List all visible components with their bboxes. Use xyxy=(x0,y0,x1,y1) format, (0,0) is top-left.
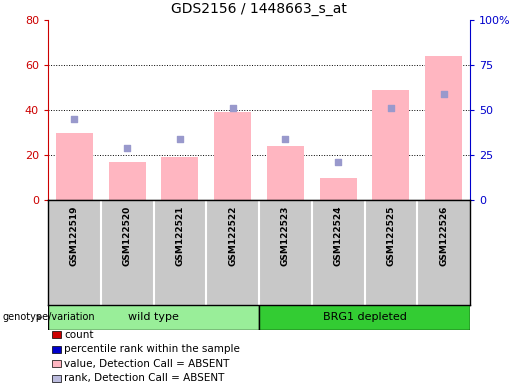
Bar xyxy=(259,305,470,330)
Bar xyxy=(48,305,259,330)
Text: GSM122520: GSM122520 xyxy=(123,205,132,265)
Point xyxy=(439,91,448,97)
Text: GSM122522: GSM122522 xyxy=(228,205,237,266)
Text: wild type: wild type xyxy=(128,313,179,323)
Bar xyxy=(109,162,146,200)
Point xyxy=(70,116,78,122)
Bar xyxy=(425,56,462,200)
Text: GSM122526: GSM122526 xyxy=(439,205,448,266)
Text: GSM122521: GSM122521 xyxy=(176,205,184,266)
Text: GSM122519: GSM122519 xyxy=(70,205,79,266)
Text: rank, Detection Call = ABSENT: rank, Detection Call = ABSENT xyxy=(64,373,225,383)
Text: count: count xyxy=(64,329,94,339)
Bar xyxy=(320,177,356,200)
Point xyxy=(176,136,184,142)
Point xyxy=(334,159,342,165)
Bar xyxy=(56,132,93,200)
Bar xyxy=(372,90,409,200)
Bar xyxy=(267,146,304,200)
Title: GDS2156 / 1448663_s_at: GDS2156 / 1448663_s_at xyxy=(171,2,347,16)
Bar xyxy=(214,112,251,200)
Text: percentile rank within the sample: percentile rank within the sample xyxy=(64,344,241,354)
Text: value, Detection Call = ABSENT: value, Detection Call = ABSENT xyxy=(64,359,230,369)
Bar xyxy=(161,157,198,200)
Point xyxy=(123,145,131,151)
Text: genotype/variation: genotype/variation xyxy=(3,313,95,323)
Text: GSM122524: GSM122524 xyxy=(334,205,342,266)
Text: BRG1 depleted: BRG1 depleted xyxy=(322,313,406,323)
Point xyxy=(387,105,395,111)
Text: GSM122523: GSM122523 xyxy=(281,205,290,266)
Point xyxy=(229,105,237,111)
Point xyxy=(281,136,289,142)
Text: GSM122525: GSM122525 xyxy=(386,205,396,266)
